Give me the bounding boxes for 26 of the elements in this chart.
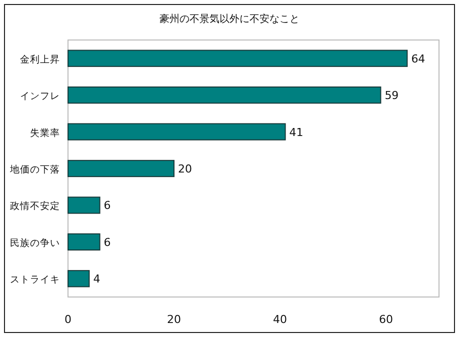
x-tick-label: 20 xyxy=(167,313,181,326)
bar xyxy=(68,196,100,214)
y-tick-label: 政情不安定 xyxy=(10,200,60,212)
data-label: 41 xyxy=(289,126,304,139)
data-label: 4 xyxy=(93,272,100,286)
y-tick-label: 地価の下落 xyxy=(9,164,60,176)
data-label: 6 xyxy=(104,199,111,212)
bar xyxy=(68,233,100,251)
y-tick-label: 金利上昇 xyxy=(20,53,60,66)
x-tick-label: 40 xyxy=(273,313,287,326)
x-tick-label: 60 xyxy=(379,313,393,326)
y-tick-label: ストライキ xyxy=(10,274,60,286)
bar xyxy=(68,123,286,140)
x-tick-label: 0 xyxy=(64,313,72,326)
y-tick-label: 失業率 xyxy=(30,126,60,139)
data-label: 20 xyxy=(178,162,192,176)
bar xyxy=(68,86,382,104)
y-tick-label: 民族の争い xyxy=(10,236,60,249)
y-tick-label: インフレ xyxy=(20,91,60,102)
data-label: 6 xyxy=(104,236,111,249)
data-label: 59 xyxy=(384,89,399,102)
bar xyxy=(68,270,90,288)
bar xyxy=(68,50,408,67)
chart-title: 豪州の不景気以外に不安なこと xyxy=(160,13,300,25)
bar xyxy=(68,160,174,178)
data-label: 64 xyxy=(411,52,426,66)
